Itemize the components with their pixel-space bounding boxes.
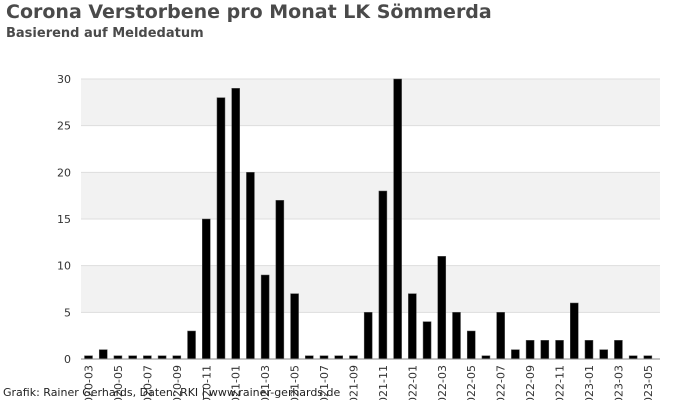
x-tick-label: 2020-05 <box>112 365 125 400</box>
y-axis-ticks: 0 5 10 15 20 25 30 <box>57 73 71 366</box>
bar-2021-01: 2021-01: 29 <box>231 88 240 360</box>
grid-lines <box>81 78 660 360</box>
bar-2022-09: 2022-09: 2 <box>525 340 535 360</box>
bar-2021-03: 2021-03: 9 <box>260 274 270 360</box>
chart-title: Corona Verstorbene pro Monat LK Sömmerda <box>6 1 492 23</box>
bar-2021-11: 2021-11: 18 <box>378 190 388 360</box>
bar-2020-10: 2020-10: 3 <box>187 330 196 360</box>
bar-2021-02: 2021-02: 20 <box>246 172 255 360</box>
bar-2021-12: 2021-12: 30 <box>393 78 402 360</box>
bar-2023-01: 2023-01: 2 <box>584 340 594 360</box>
bar-2020-11: 2020-11: 15 <box>202 218 211 360</box>
y-tick-label: 5 <box>64 306 71 319</box>
y-tick-label: 20 <box>57 166 71 179</box>
x-tick-label: 2023-05 <box>642 365 655 400</box>
x-tick-label: 2022-11 <box>554 365 567 400</box>
x-tick-label: 2020-09 <box>171 365 184 400</box>
bar-2022-08: 2022-08: 1 <box>511 349 520 360</box>
x-tick-label: 2020-03 <box>83 365 96 400</box>
x-tick-label: 2020-11 <box>200 365 213 400</box>
x-tick-label: 2021-01 <box>230 365 243 400</box>
bar-2021-10: 2021-10: 5 <box>363 312 373 360</box>
bar-2022-07: 2022-07: 5 <box>496 312 505 360</box>
bar-2022-05: 2022-05: 3 <box>466 330 476 360</box>
x-tick-label: 2022-05 <box>465 365 478 400</box>
grid-band <box>81 265 660 313</box>
chart-subtitle: Basierend auf Meldedatum <box>6 26 204 41</box>
x-tick-label: 2022-01 <box>406 365 419 400</box>
x-tick-label: 2023-01 <box>583 365 596 400</box>
x-tick-label: 2022-07 <box>495 365 508 400</box>
bar-2023-03: 2023-03: 2 <box>614 340 623 360</box>
x-tick-label: 2021-11 <box>377 365 390 400</box>
bar-2022-11: 2022-11: 2 <box>555 340 564 360</box>
bar-2021-05: 2021-05: 7 <box>290 293 299 360</box>
x-tick-label: 2020-07 <box>141 365 154 400</box>
x-tick-label: 2023-03 <box>612 365 625 400</box>
bar-2022-03: 2022-03: 11 <box>437 256 447 360</box>
y-tick-label: 10 <box>57 260 71 273</box>
x-tick-label: 2021-05 <box>289 365 302 400</box>
bar-2022-10: 2022-10: 2 <box>540 340 550 360</box>
bar-2022-04: 2022-04: 5 <box>452 312 461 360</box>
bar-2022-12: 2022-12: 6 <box>570 302 579 360</box>
y-tick-label: 25 <box>57 120 71 133</box>
x-tick-label: 2021-09 <box>347 365 360 400</box>
bar-2022-02: 2022-02: 4 <box>422 321 432 360</box>
bar-2020-04: 2020-04: 1 <box>98 349 108 360</box>
x-tick-label: 2022-03 <box>436 365 449 400</box>
grid-band <box>81 172 660 219</box>
x-tick-label: 2021-07 <box>318 365 331 400</box>
bar-2021-04: 2021-04: 17 <box>275 200 285 360</box>
x-axis-ticks: 2020-03 2020-05 2020-07 2020-09 2020-11 2021-… <box>81 358 660 400</box>
grid-band <box>81 79 660 126</box>
bar-2020-12: 2020-12: 28 <box>216 97 226 360</box>
grid-bands <box>81 79 660 313</box>
credit-footer: Grafik: Rainer Gerhards, Daten: RKI | ww… <box>3 386 341 399</box>
y-tick-label: 30 <box>57 73 71 86</box>
y-tick-label: 15 <box>57 213 71 226</box>
bar-2022-01: 2022-01: 7 <box>408 293 417 360</box>
x-tick-label: 2022-09 <box>524 365 537 400</box>
y-tick-label: 0 <box>64 353 71 366</box>
bar-2023-02: 2023-02: 1 <box>599 349 608 360</box>
x-tick-label: 2021-03 <box>259 365 272 400</box>
